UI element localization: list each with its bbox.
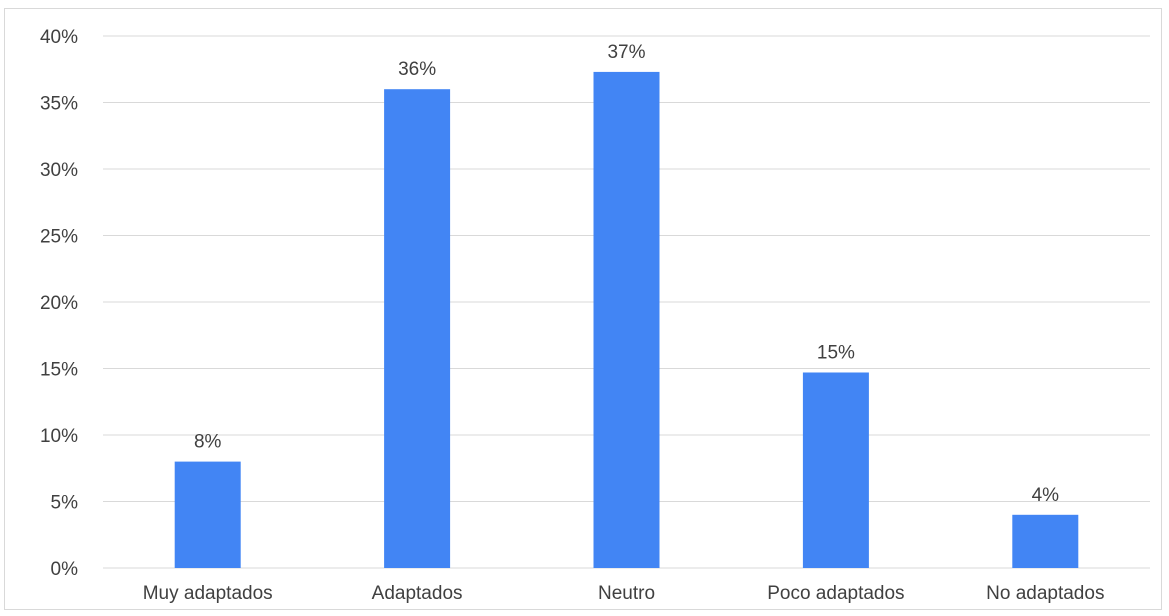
y-tick-label: 10% [40,426,78,447]
category-label: Poco adaptados [767,583,904,604]
x-axis-categories: Muy adaptados Adaptados Neutro Poco adaptad… [143,583,1105,604]
category-label: No adaptados [986,583,1104,604]
y-axis-ticks: 0% 5% 10% 15% 20% 25% 30% 35% 40% [40,27,78,580]
data-labels: 8% 36% 37% 15% 4% [194,42,1059,506]
data-label: 36% [398,59,436,80]
y-tick-label: 0% [51,559,79,580]
y-tick-label: 25% [40,227,78,248]
y-tick-label: 35% [40,94,78,115]
y-tick-label: 5% [51,493,79,514]
category-label: Neutro [598,583,655,604]
data-label: 15% [817,342,855,363]
data-label: 37% [607,42,645,63]
bar-poco-adaptados [802,372,869,568]
bar-adaptados [384,89,451,568]
bar-no-adaptados [1012,514,1079,568]
bar-muy-adaptados [174,461,241,568]
data-label: 4% [1032,485,1060,506]
bars [174,71,1079,568]
category-label: Adaptados [372,583,463,604]
y-tick-label: 40% [40,27,78,48]
y-tick-label: 30% [40,160,78,181]
y-tick-label: 15% [40,360,78,381]
data-label: 8% [194,432,222,453]
y-tick-label: 20% [40,293,78,314]
category-label: Muy adaptados [143,583,273,604]
bar-neutro [593,71,660,568]
